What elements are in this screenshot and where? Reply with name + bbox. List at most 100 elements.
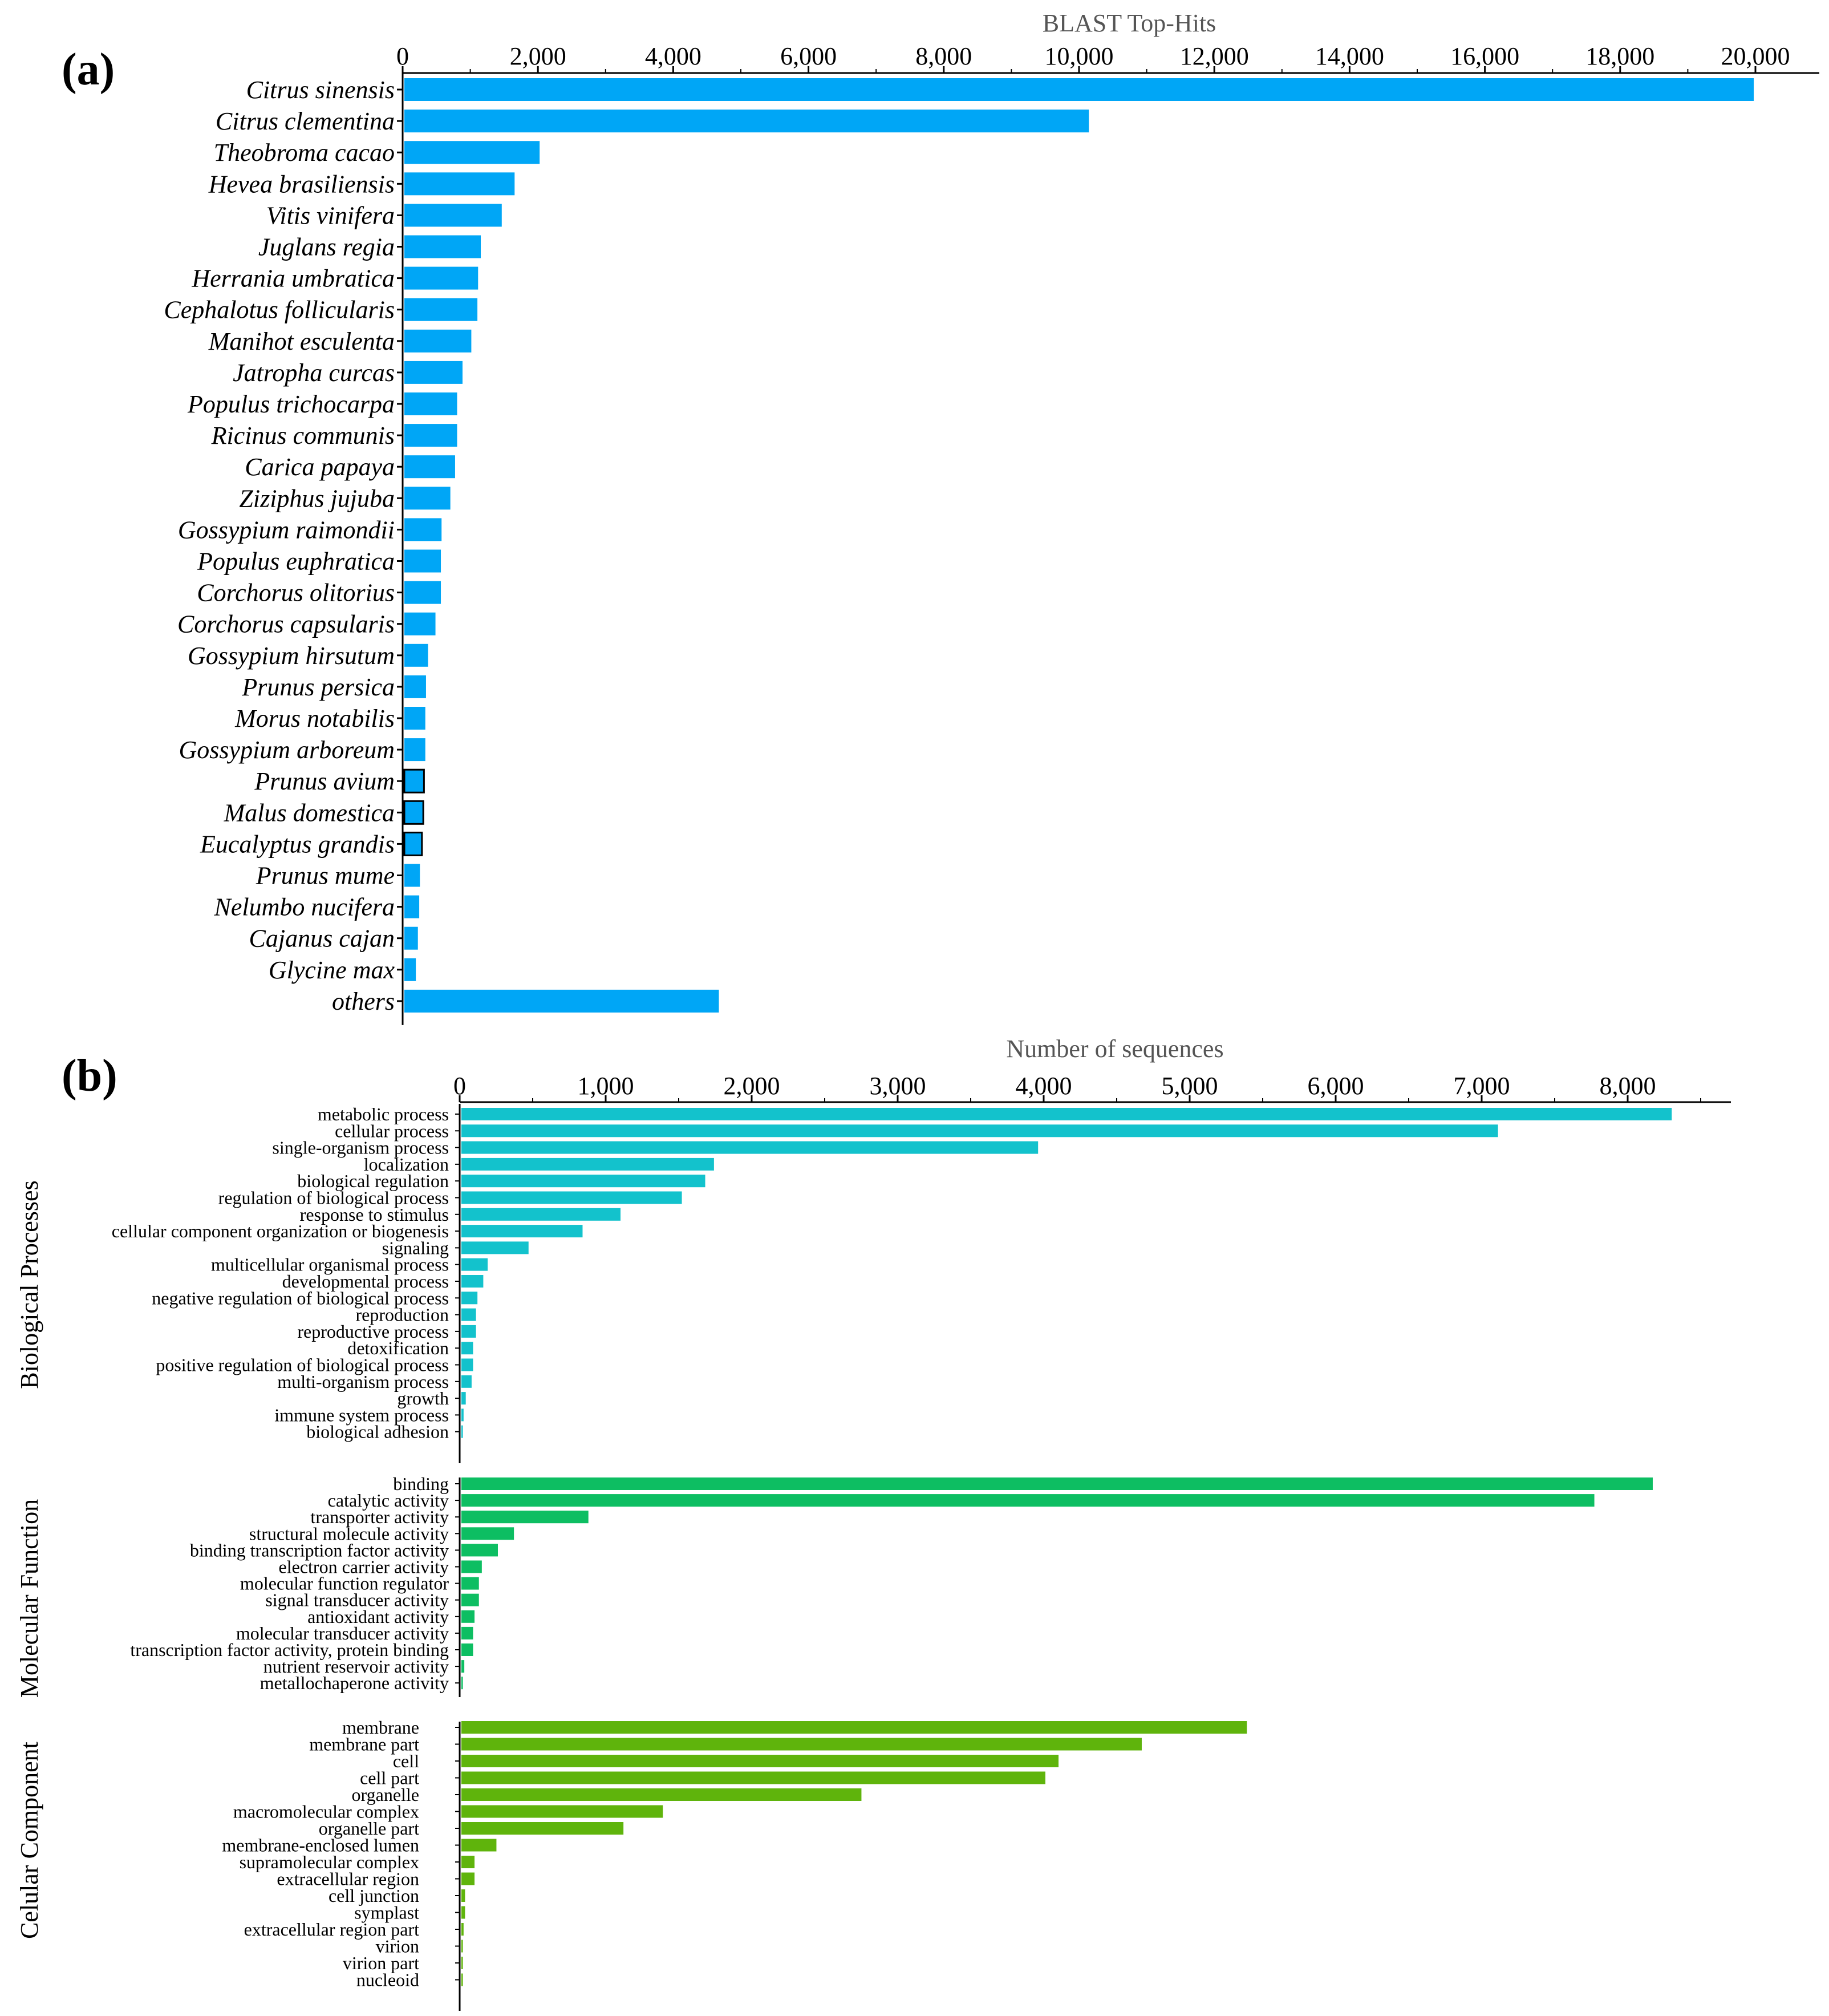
panel-a-bar [404,329,472,353]
panel-b-bar [461,1805,663,1818]
panel-b-bar [461,1375,472,1388]
panel-b-bar [461,1822,624,1835]
panel-b-tick-label: 7,000 [1454,1072,1510,1100]
panel-a-bar [404,424,457,447]
panel-a-tick-label: 16,000 [1450,42,1519,70]
panel-b-bar [461,1872,475,1885]
panel-b-category-label: positive regulation of biological proces… [156,1355,449,1375]
panel-a-category-label: Carica papaya [245,453,395,481]
panel-a-bar [404,675,426,698]
panel-a-bar [404,141,540,164]
panel-b-category-label: virion [376,1936,419,1957]
panel-a-category-label: Populus euphratica [197,548,395,576]
panel-a-bar [404,298,478,321]
panel-a-bar [404,172,515,196]
panel-a-tick-label: 20,000 [1721,42,1790,70]
panel-b-bar [461,1157,714,1171]
panel-b-bar [461,1839,497,1852]
panel-b-category-label: structural molecule activity [249,1523,449,1544]
panel-b-category-label: metallochaperone activity [260,1673,449,1693]
panel-b-group-label: Celular Component [15,1742,43,1939]
panel-b-bar [461,1973,463,1986]
panel-b-bar [461,1788,862,1801]
panel-a-category-label: Glycine max [269,956,395,984]
panel-a-category-label: Gossypium arboreum [179,736,395,764]
panel-b-category-label: cell [393,1751,419,1771]
panel-a-bar [404,455,455,479]
panel-b-category-label: single-organism process [272,1137,449,1158]
panel-b-tick-label: 1,000 [578,1072,634,1100]
panel-a-category-label: Herrania umbratica [191,265,395,293]
panel-b-bar [461,1208,621,1221]
panel-b-category-label: supramolecular complex [240,1852,419,1872]
panel-a-label: (a) [62,44,115,95]
panel-b-tick-label: 4,000 [1016,1072,1072,1100]
panel-b-category-label: cellular process [335,1120,449,1141]
panel-b-category-label: cell part [360,1768,419,1788]
panel-b-bar [461,1175,705,1188]
panel-b-bar [461,1856,475,1868]
panel-b-bar [461,1325,476,1338]
panel-a-bar [404,895,420,918]
panel-a-bar [404,549,441,573]
panel-a-category-label: Gossypium raimondii [178,516,395,544]
panel-a-tick-label: 8,000 [915,42,972,70]
panel-b-bar [461,1258,488,1271]
panel-b-bar [461,1560,482,1573]
panel-b-category-label: transcription factor activity, protein b… [130,1639,449,1660]
panel-a-category-label: Prunus mume [256,862,395,890]
panel-a-category-label: Ricinus communis [211,422,395,450]
panel-b-category-label: immune system process [274,1404,449,1425]
panel-a-category-label: Cephalotus follicularis [164,296,395,324]
panel-b-category-label: virion part [343,1953,419,1973]
panel-b-axis-title: Number of sequences [1006,1035,1223,1063]
panel-a-category-label: Jatropha curcas [233,359,395,387]
panel-a-bar [404,926,418,950]
panel-a-bar [404,707,425,730]
panel-b-category-label: membrane [342,1717,419,1738]
panel-b-bar [461,1342,473,1355]
panel-b-category-label: negative regulation of biological proces… [152,1288,449,1308]
panel-b-bar [461,1124,1498,1137]
panel-a-bar [404,864,420,887]
panel-b-bar [461,1626,473,1639]
panel-b-category-label: cellular component organization or bioge… [112,1221,449,1241]
panel-b-tick-label: 5,000 [1162,1072,1218,1100]
panel-b-category-label: localization [364,1154,449,1175]
panel-a-bar [404,989,719,1013]
panel-a-category-label: Hevea brasiliensis [208,170,395,198]
panel-b-bar [461,1308,476,1321]
panel-b-bar [461,1292,478,1305]
panel-b-bar [461,1358,473,1371]
panel-b-bar [461,1275,484,1288]
panel-a-category-label: Manihot esculenta [208,327,395,355]
panel-b-category-label: organelle part [319,1818,419,1839]
panel-a-tick-label: 2,000 [510,42,566,70]
panel-b-category-label: growth [397,1388,449,1408]
panel-b-category-label: developmental process [282,1271,449,1292]
panel-b-category-label: signaling [382,1237,449,1258]
panel-b-category-label: multi-organism process [277,1371,449,1392]
panel-a-bar [404,643,428,667]
panel-b-bar [461,1923,464,1936]
panel-b-bar [461,1643,473,1656]
panel-a-category-label: Prunus persica [241,673,395,701]
panel-a-tick-label: 0 [396,42,409,70]
panel-a-bar [404,392,457,415]
panel-a-category-label: Corchorus olitorius [197,579,395,607]
panel-b-category-label: catalytic activity [328,1490,449,1511]
panel-a-category-label: Corchorus capsularis [177,610,395,638]
panel-a-chart: 0 2,000 4,000 6,000 8,000 10,000 12,000 14,000 1… [164,42,1819,1025]
panel-a-category-label: Cajanus cajan [249,925,395,953]
panel-a-bar [404,266,478,290]
panel-a-category-label: Morus notabilis [234,705,395,732]
panel-a-category-label: Vitis vinifera [266,201,395,229]
panel-b-category-label: multicellular organismal process [211,1254,449,1275]
panel-a-bar [404,518,442,541]
panel-b-bar [461,1392,466,1405]
panel-b-bar [461,1225,583,1238]
panel-b-category-label: signal transducer activity [265,1590,449,1610]
panel-b-category-label: nucleoid [356,1970,419,1990]
